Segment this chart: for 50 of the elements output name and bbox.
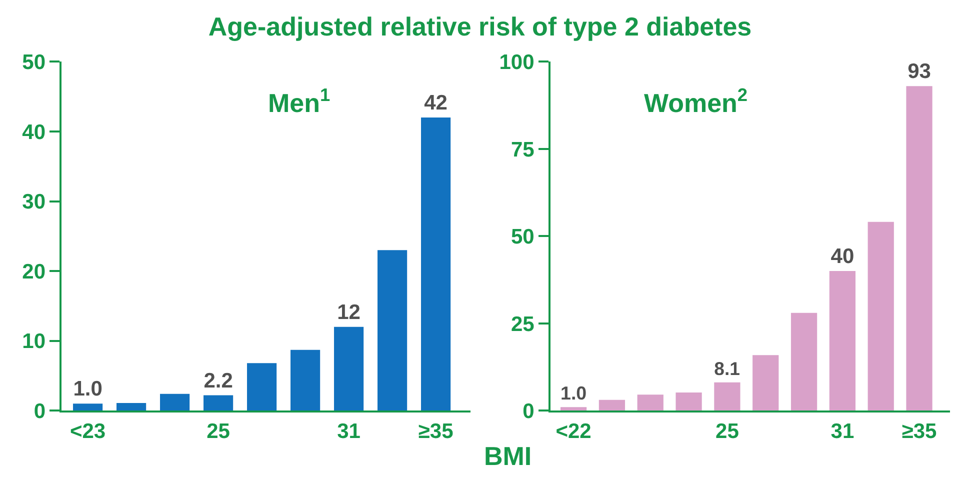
y-tick-label: 20 [22,260,46,284]
bar [676,392,702,411]
y-tick-label: 10 [22,330,46,354]
x-axis-title: BMI [484,441,532,471]
bar [334,326,364,411]
chart-title: Age-adjusted relative risk of type 2 diabetes [208,12,752,42]
bar [906,86,932,411]
x-tick-label: 31 [830,420,854,443]
x-tick-label: ≥35 [418,420,454,443]
y-tick-label: 40 [22,120,46,144]
text: Women$^{2}$ [644,85,748,118]
bar [752,355,779,411]
data-label: 2.2 [204,369,233,392]
x-tick-label: <22 [556,420,592,443]
data-label: 1.0 [73,378,102,401]
x-tick-label: 25 [206,420,230,443]
data-label: 8.1 [714,358,740,379]
y-tick-label: 25 [510,312,535,336]
bar [290,350,320,411]
data-label: 12 [337,300,360,324]
y-tick-label: 50 [22,51,46,74]
bar [598,400,626,411]
y-tick-label: 100 [499,51,534,74]
y-tick-label: 75 [510,138,535,162]
bar [73,404,103,411]
bar [637,394,664,411]
x-tick-label: 31 [337,420,361,443]
data-label: 93 [908,60,931,84]
bar [829,271,856,411]
bar [116,402,146,411]
x-tick-label: ≥35 [902,420,938,443]
bar [247,363,277,411]
bar [421,117,451,411]
x-tick-label: <23 [70,420,106,443]
bar [790,312,818,411]
x-tick-label: 25 [716,420,740,443]
data-label: 40 [830,245,854,268]
text: Men$^{1}$ [268,85,330,118]
bar [204,395,234,411]
bar [560,407,587,411]
y-tick-label: 0 [522,400,534,423]
bar [868,222,894,411]
data-label: 42 [424,91,448,114]
y-tick-label: 50 [510,226,534,248]
y-tick-label: 30 [22,190,46,214]
data-label: 1.0 [560,382,587,404]
bar [714,382,740,411]
bar [160,394,190,411]
bar [378,250,408,411]
y-tick-label: 0 [34,400,46,423]
